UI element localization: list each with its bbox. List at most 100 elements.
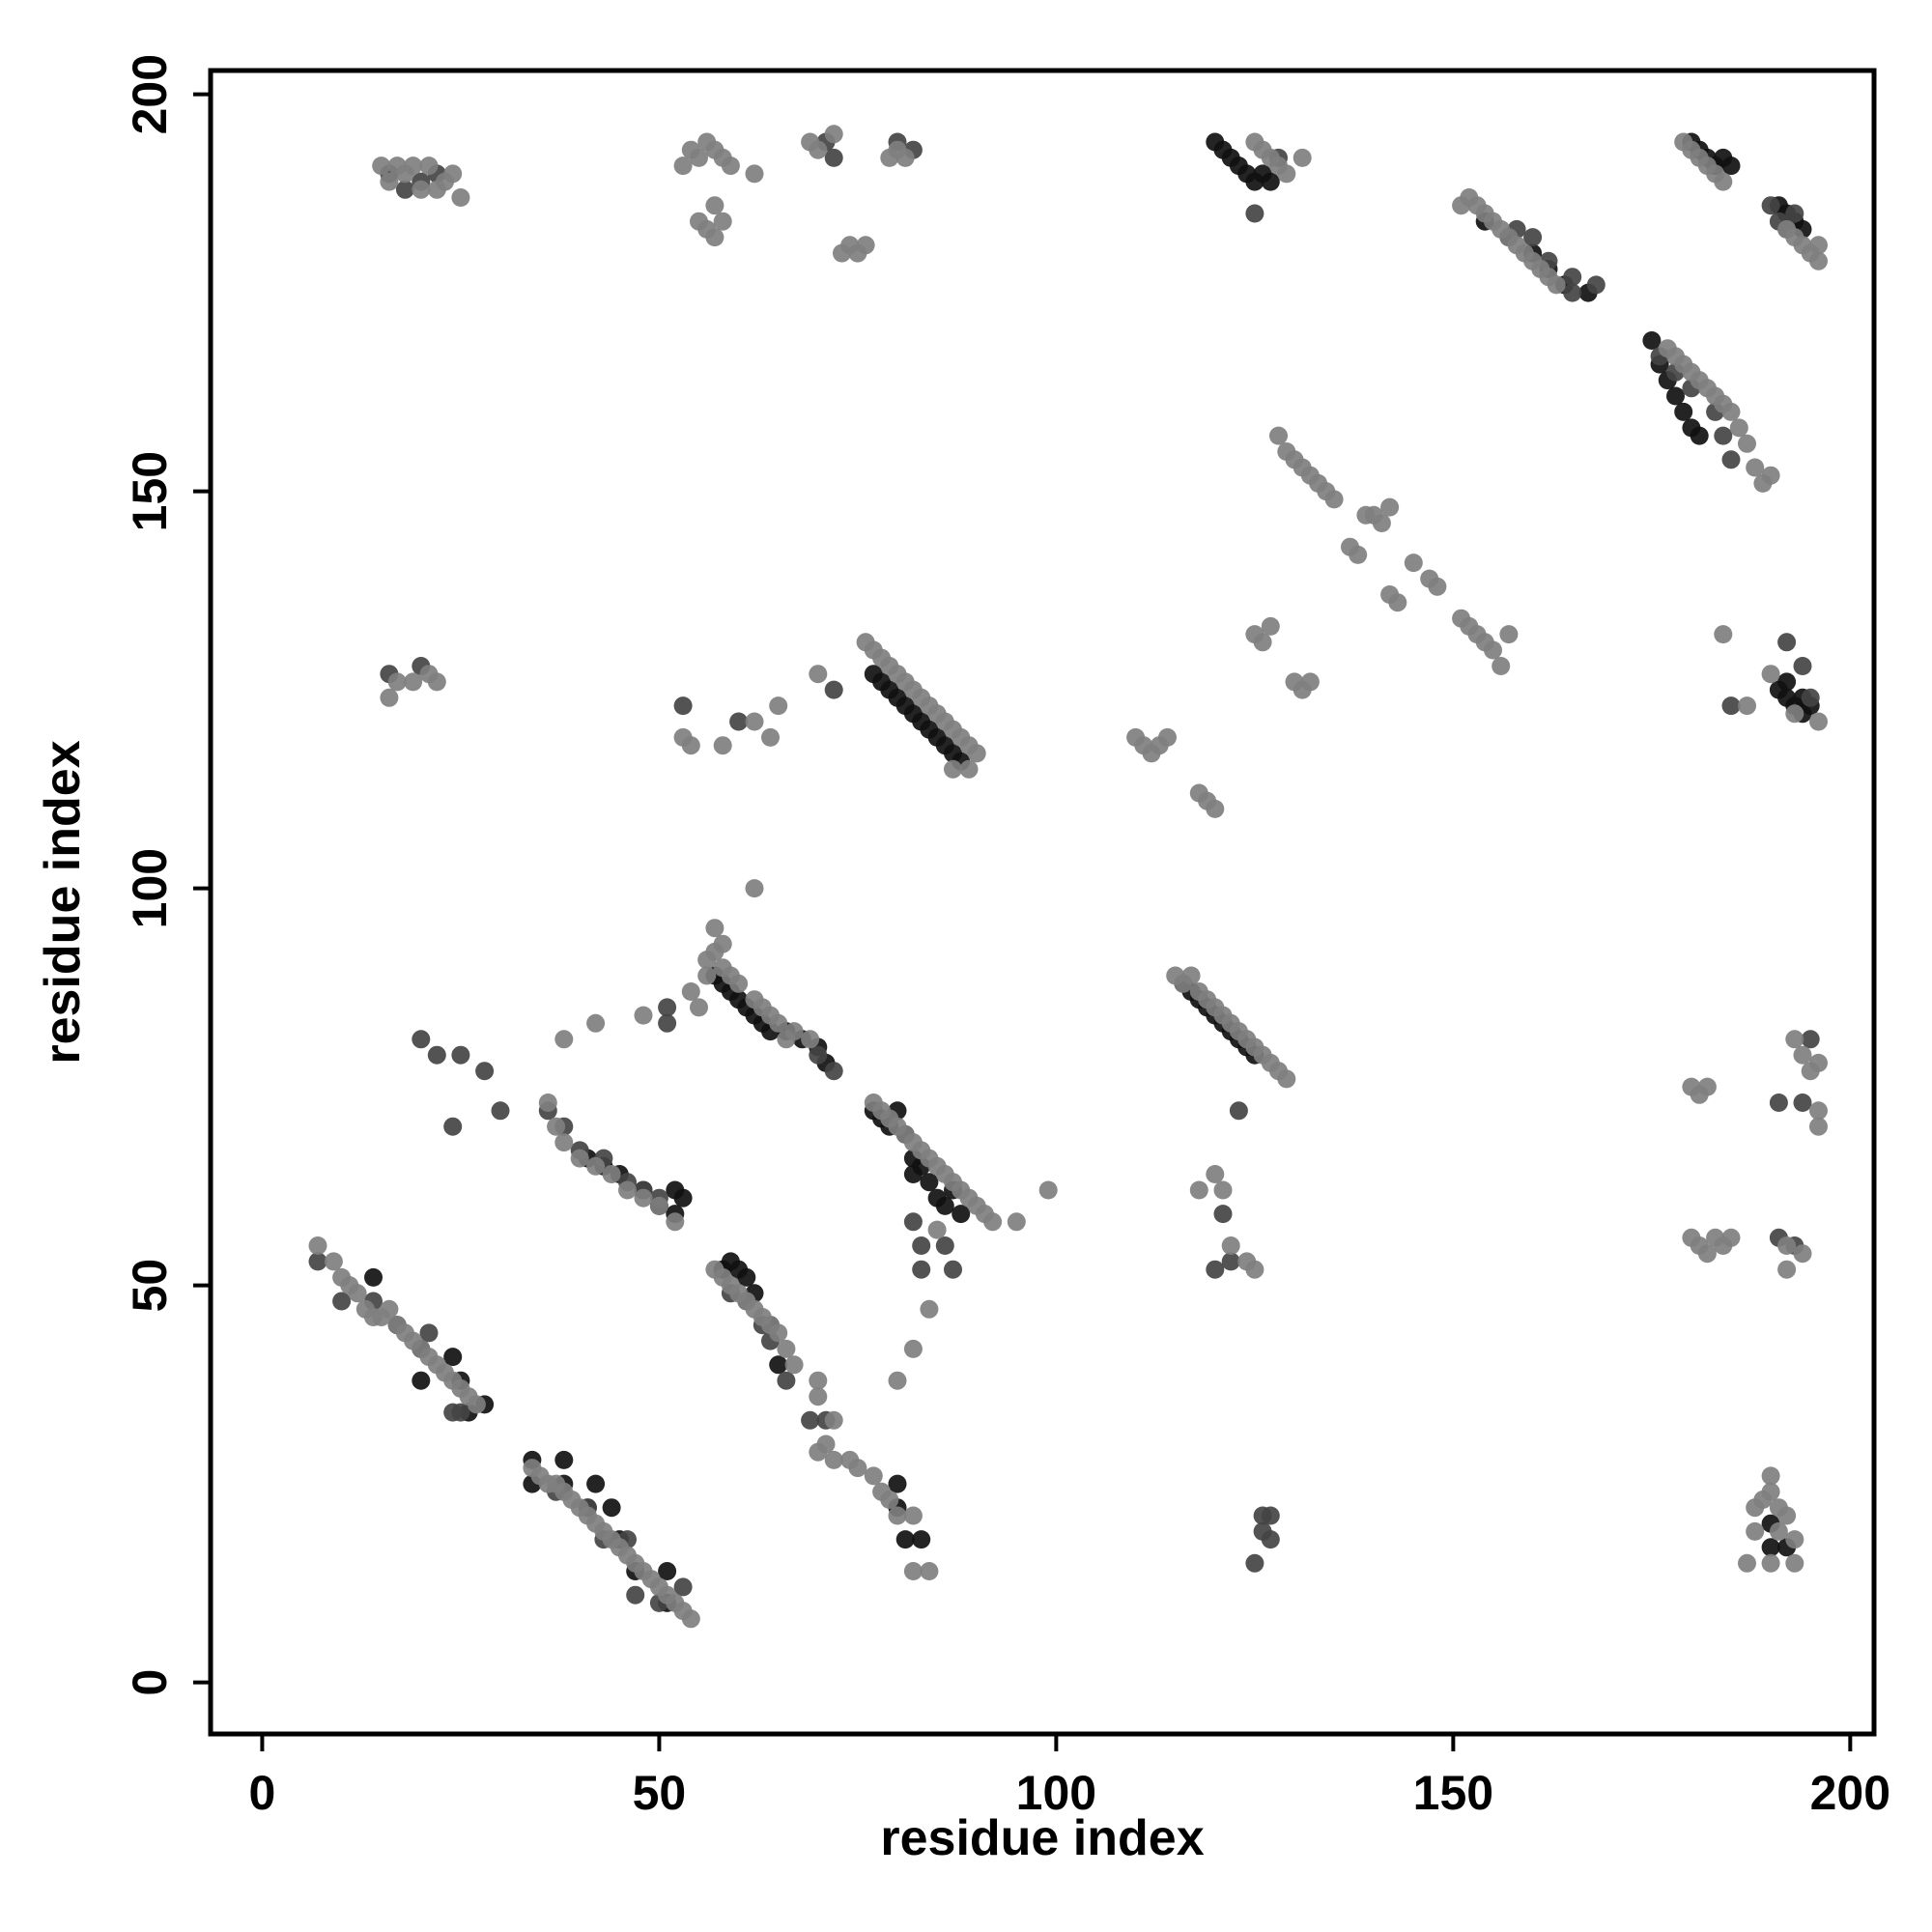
data-point bbox=[809, 665, 828, 684]
data-point bbox=[1809, 1053, 1828, 1072]
data-point bbox=[1761, 1538, 1780, 1557]
data-point bbox=[586, 1474, 606, 1493]
data-point bbox=[1372, 514, 1391, 532]
data-point bbox=[769, 1355, 788, 1375]
data-point bbox=[903, 1339, 923, 1358]
data-point bbox=[784, 1355, 804, 1375]
data-point bbox=[705, 196, 724, 215]
x-axis: 0 50 100 150 200 bbox=[249, 1734, 1890, 1820]
data-point bbox=[1777, 672, 1797, 692]
data-point bbox=[944, 759, 962, 779]
data-point bbox=[1761, 1553, 1780, 1573]
data-point bbox=[419, 156, 439, 176]
data-point bbox=[404, 672, 423, 692]
data-point bbox=[809, 1442, 828, 1462]
data-point bbox=[372, 156, 391, 176]
data-point bbox=[308, 1236, 327, 1255]
data-point bbox=[1206, 1165, 1225, 1183]
data-point bbox=[809, 1387, 828, 1406]
data-point bbox=[1738, 1553, 1756, 1573]
data-point bbox=[666, 1212, 685, 1232]
data-point bbox=[1785, 204, 1804, 223]
data-point bbox=[1746, 458, 1765, 477]
data-point bbox=[554, 1030, 574, 1049]
data-point bbox=[1206, 799, 1225, 818]
data-point bbox=[634, 1188, 653, 1208]
data-point bbox=[1809, 1117, 1828, 1136]
data-point bbox=[412, 1030, 431, 1049]
data-point bbox=[681, 982, 700, 1001]
data-point bbox=[920, 1562, 939, 1580]
data-point bbox=[1785, 1530, 1804, 1549]
data-point bbox=[1189, 1180, 1208, 1200]
data-point bbox=[912, 1530, 931, 1549]
data-point bbox=[737, 1267, 756, 1287]
data-point bbox=[888, 1506, 907, 1525]
data-point bbox=[920, 1299, 939, 1319]
data-point bbox=[475, 1062, 495, 1081]
data-point bbox=[1809, 1101, 1828, 1121]
data-point bbox=[1221, 1236, 1240, 1255]
data-point bbox=[1721, 402, 1741, 421]
data-point bbox=[427, 1045, 446, 1065]
data-point bbox=[1404, 554, 1423, 573]
data-point bbox=[713, 736, 732, 755]
data-point bbox=[705, 228, 724, 247]
data-point bbox=[824, 1410, 843, 1430]
data-point bbox=[451, 1045, 470, 1065]
data-point bbox=[777, 1371, 796, 1390]
data-point bbox=[745, 879, 764, 898]
data-point bbox=[1714, 172, 1733, 191]
data-point bbox=[824, 1450, 843, 1469]
data-point bbox=[1729, 418, 1748, 438]
data-point bbox=[395, 180, 414, 199]
data-point bbox=[1666, 386, 1685, 406]
data-point bbox=[348, 1284, 367, 1303]
data-point bbox=[412, 1371, 431, 1390]
data-point bbox=[1563, 268, 1582, 287]
data-point bbox=[602, 1165, 621, 1183]
x-tick-label: 0 bbox=[249, 1766, 276, 1820]
data-point bbox=[491, 1101, 510, 1121]
y-tick-label: 150 bbox=[123, 451, 177, 531]
data-point bbox=[427, 672, 446, 692]
data-point bbox=[809, 140, 828, 159]
data-point bbox=[1777, 633, 1797, 652]
data-point bbox=[745, 164, 764, 184]
y-tick-label: 200 bbox=[123, 54, 177, 134]
data-point bbox=[864, 1466, 883, 1486]
data-point bbox=[1038, 1180, 1058, 1200]
data-point bbox=[927, 1220, 947, 1239]
data-point bbox=[1697, 1077, 1717, 1096]
data-point bbox=[1793, 1094, 1812, 1112]
data-point bbox=[1245, 1260, 1264, 1279]
data-point bbox=[1721, 696, 1741, 716]
data-point bbox=[824, 680, 843, 699]
data-point bbox=[1761, 466, 1780, 485]
data-point bbox=[903, 1562, 923, 1580]
data-point bbox=[658, 1562, 677, 1580]
data-point bbox=[1300, 672, 1320, 692]
data-point bbox=[1523, 228, 1543, 247]
x-tick-label: 100 bbox=[1016, 1766, 1096, 1820]
data-point bbox=[1245, 204, 1264, 223]
data-point bbox=[935, 1196, 954, 1215]
data-point bbox=[618, 1180, 637, 1200]
data-point bbox=[586, 1013, 606, 1033]
data-point bbox=[586, 1156, 606, 1176]
y-tick-label: 50 bbox=[123, 1259, 177, 1313]
data-point bbox=[1769, 1521, 1788, 1541]
data-point bbox=[824, 125, 843, 144]
data-point bbox=[895, 148, 915, 167]
data-point bbox=[1586, 275, 1605, 295]
data-point bbox=[721, 156, 740, 176]
data-point bbox=[681, 1609, 700, 1629]
data-point bbox=[729, 974, 749, 993]
data-point bbox=[1697, 1244, 1717, 1264]
data-point bbox=[1229, 1101, 1248, 1121]
data-point bbox=[1714, 426, 1733, 445]
data-point bbox=[1769, 1094, 1788, 1112]
data-point bbox=[1761, 1466, 1780, 1486]
data-point bbox=[1777, 1506, 1797, 1525]
